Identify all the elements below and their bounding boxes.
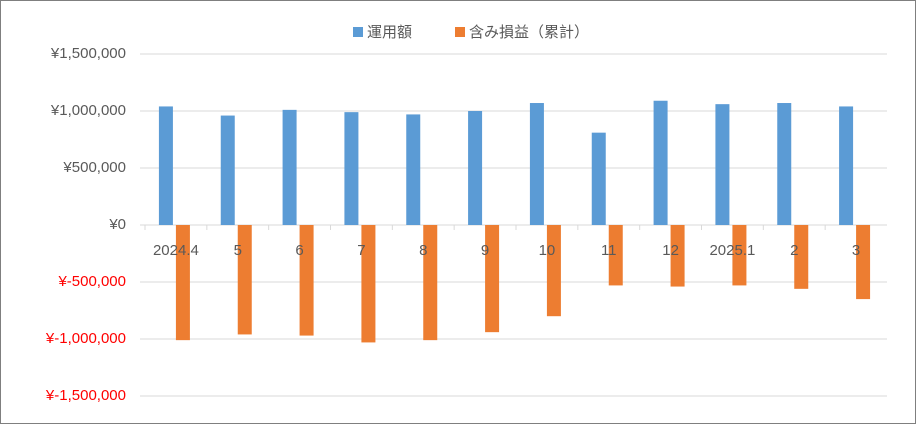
bar (158, 106, 173, 225)
x-tick-label: 11 (601, 242, 617, 259)
bar (220, 115, 235, 225)
bar (653, 100, 668, 225)
bar (856, 225, 871, 300)
bar (423, 225, 438, 341)
y-tick-label: ¥1,000,000 (50, 102, 126, 119)
x-tick-label: 3 (852, 242, 860, 259)
x-tick-label: 10 (539, 242, 556, 259)
bar (777, 103, 792, 225)
x-tick-label: 12 (662, 242, 679, 259)
x-tick-label: 2 (790, 242, 798, 259)
y-tick-label: ¥-1,000,000 (45, 330, 126, 347)
y-tick-label: ¥-500,000 (57, 273, 126, 290)
y-tick-label: ¥-1,500,000 (45, 387, 126, 404)
bar (175, 225, 190, 341)
bar (608, 225, 623, 286)
bar (361, 225, 376, 343)
x-tick-label: 2024.4 (153, 242, 199, 259)
x-tick-label: 6 (295, 242, 303, 259)
legend-swatch (353, 27, 363, 37)
bar (344, 112, 359, 225)
y-tick-label: ¥1,500,000 (50, 45, 126, 62)
bar (839, 106, 854, 225)
bar (794, 225, 809, 289)
bar (406, 114, 421, 225)
bar (715, 104, 730, 225)
bar (529, 103, 544, 225)
bar (282, 109, 297, 225)
bar (299, 225, 314, 336)
legend-swatch (455, 27, 465, 37)
x-tick-label: 5 (234, 242, 242, 259)
bar (468, 111, 483, 225)
x-tick-label: 8 (419, 242, 427, 259)
bar (732, 225, 747, 286)
x-tick-label: 7 (357, 242, 365, 259)
legend-label: 運用額 (367, 24, 412, 41)
y-tick-label: ¥0 (108, 216, 126, 233)
x-tick-label: 2025.1 (709, 242, 755, 259)
bar (670, 225, 685, 287)
legend-label: 含み損益（累計） (469, 24, 589, 41)
bar (485, 225, 500, 333)
bar (237, 225, 252, 335)
bar (546, 225, 561, 317)
x-tick-label: 9 (481, 242, 489, 259)
bar (591, 132, 606, 225)
y-tick-label: ¥500,000 (62, 159, 126, 176)
